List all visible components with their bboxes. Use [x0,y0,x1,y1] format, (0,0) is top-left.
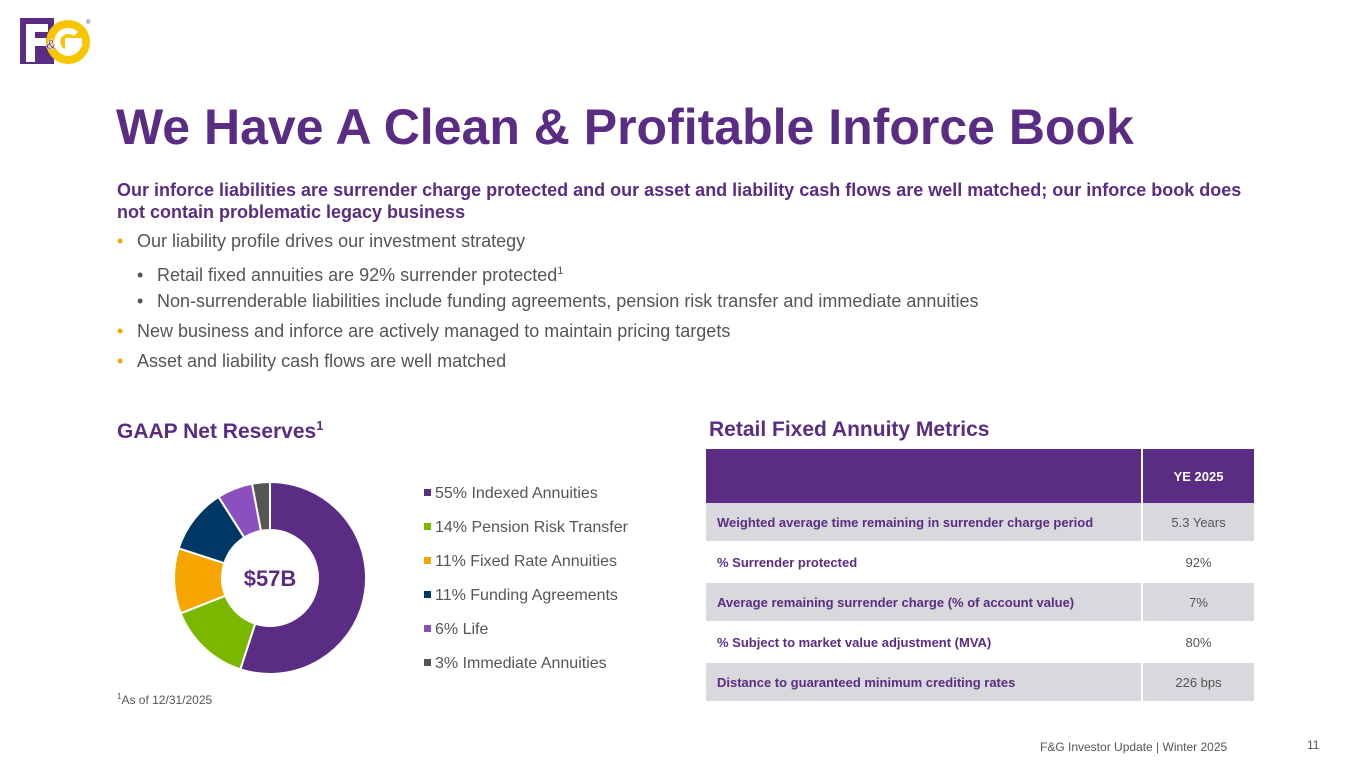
legend-swatch [424,523,431,530]
legend-label: 11% Fixed Rate Annuities [435,553,618,570]
legend-label: 14% Pension Risk Transfer [435,519,628,536]
donut-slice-immediate-annuities [250,480,271,533]
row-label: Weighted average time remaining in surre… [706,503,1143,543]
header-ye-2025: YE 2025 [1142,449,1254,503]
table-row: Distance to guaranteed minimum crediting… [706,662,1254,703]
metrics-table: YE 2025 Weighted average time remaining … [706,449,1254,703]
bullet-item: Our liability profile drives our investm… [117,228,978,258]
bullet-item: Asset and liability cash flows are well … [117,348,978,378]
row-value: 5.3 Years [1142,503,1254,543]
legend-item: 11% Funding Agreements [424,582,628,616]
row-label: % Subject to market value adjustment (MV… [706,622,1143,663]
donut-slice-indexed-annuities [239,480,367,675]
row-label: Average remaining surrender charge (% of… [706,582,1143,623]
row-value: 92% [1142,542,1254,583]
row-label: Distance to guaranteed minimum crediting… [706,662,1143,703]
row-value: 80% [1142,622,1254,663]
legend-item: 55% Indexed Annuities [424,480,628,514]
legend-label: 55% Indexed Annuities [435,485,598,502]
legend-swatch [424,489,431,496]
table-header-row: YE 2025 [706,449,1254,503]
legend-label: 3% Immediate Annuities [435,655,607,672]
subtitle: Our inforce liabilities are surrender ch… [117,180,1242,222]
table-row: Average remaining surrender charge (% of… [706,582,1254,623]
page-title: We Have A Clean & Profitable Inforce Boo… [116,99,1134,155]
legend-label: 6% Life [435,621,489,638]
header-empty-cell [706,449,1143,503]
metrics-section-title: Retail Fixed Annuity Metrics [709,418,990,441]
bullet-item: New business and inforce are actively ma… [117,318,978,348]
row-value: 7% [1142,582,1254,623]
gaap-section-title: GAAP Net Reserves1 [117,418,324,443]
bullet-list: Our liability profile drives our investm… [117,228,978,378]
legend-item: 11% Fixed Rate Annuities [424,548,628,582]
table-row: % Subject to market value adjustment (MV… [706,622,1254,663]
sub-bullet-item: Retail fixed annuities are 92% surrender… [117,258,978,288]
row-label: % Surrender protected [706,542,1143,583]
legend-label: 11% Funding Agreements [435,587,618,604]
legend-item: 14% Pension Risk Transfer [424,514,628,548]
legend-item: 3% Immediate Annuities [424,650,628,684]
sub-bullet-item: Non-surrenderable liabilities include fu… [117,288,978,318]
fg-logo: & ® [20,18,91,64]
reserves-donut-chart: $57B [173,480,367,675]
legend-swatch [424,625,431,632]
svg-text:&: & [46,36,56,52]
chart-legend: 55% Indexed Annuities 14% Pension Risk Tr… [424,480,628,684]
legend-swatch [424,557,431,564]
table-row: Weighted average time remaining in surre… [706,503,1254,543]
legend-swatch [424,659,431,666]
footer-text: F&G Investor Update | Winter 2025 [1040,740,1228,754]
table-row: % Surrender protected 92% [706,542,1254,583]
row-value: 226 bps [1142,662,1254,703]
footnote: 1As of 12/31/2025 [117,692,213,707]
legend-swatch [424,591,431,598]
page-number: 11 [1307,738,1320,752]
donut-center-label: $57B [244,566,297,591]
legend-item: 6% Life [424,616,628,650]
svg-text:®: ® [86,19,91,26]
